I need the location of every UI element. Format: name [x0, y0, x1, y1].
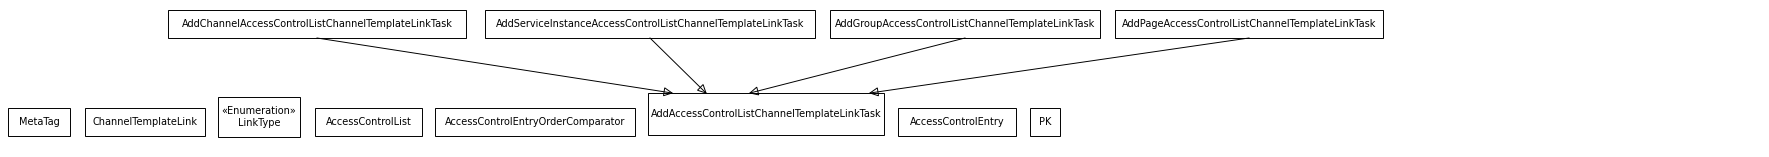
Text: AddPageAccessControlListChannelTemplateLinkTask: AddPageAccessControlListChannelTemplateL… [1122, 19, 1376, 29]
Text: AddServiceInstanceAccessControlListChannelTemplateLinkTask: AddServiceInstanceAccessControlListChann… [495, 19, 805, 29]
Text: MetaTag: MetaTag [19, 117, 60, 127]
Text: AddAccessControlListChannelTemplateLinkTask: AddAccessControlListChannelTemplateLinkT… [651, 109, 881, 119]
Bar [168, 10, 465, 38]
Text: «Enumeration»
LinkType: «Enumeration» LinkType [221, 106, 297, 128]
Text: AccessControlList: AccessControlList [325, 117, 412, 127]
Bar [830, 10, 1100, 38]
Bar [1114, 10, 1383, 38]
Bar [1030, 108, 1060, 136]
Bar [9, 108, 71, 136]
Text: ChannelTemplateLink: ChannelTemplateLink [92, 117, 198, 127]
Bar [899, 108, 1015, 136]
Bar [435, 108, 635, 136]
Bar [485, 10, 816, 38]
Text: PK: PK [1038, 117, 1051, 127]
Bar [647, 93, 884, 135]
Bar [315, 108, 423, 136]
Text: AccessControlEntry: AccessControlEntry [909, 117, 1005, 127]
Bar [218, 97, 301, 137]
Text: AddGroupAccessControlListChannelTemplateLinkTask: AddGroupAccessControlListChannelTemplate… [835, 19, 1095, 29]
Bar [85, 108, 205, 136]
Text: AccessControlEntryOrderComparator: AccessControlEntryOrderComparator [444, 117, 624, 127]
Text: AddChannelAccessControlListChannelTemplateLinkTask: AddChannelAccessControlListChannelTempla… [182, 19, 453, 29]
